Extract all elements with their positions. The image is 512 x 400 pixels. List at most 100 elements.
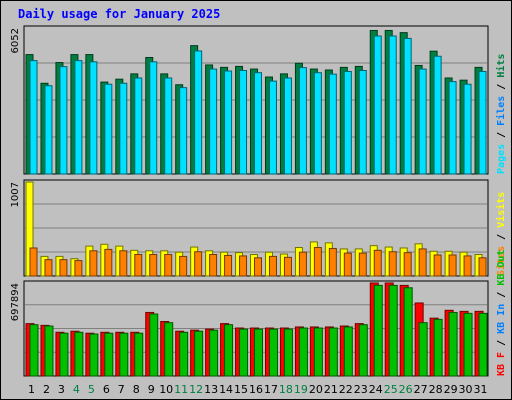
x-tick-label-day-30: 30 [459, 383, 473, 396]
y-max-label: 1007 [10, 182, 21, 207]
bar-sites-day-3 [59, 259, 68, 277]
bar-sites-day-7 [119, 250, 128, 277]
bar-sites-day-6 [104, 248, 113, 277]
bar-pages-day-15 [239, 70, 248, 175]
bar-sites-day-18 [283, 256, 292, 277]
bar-sites-day-13 [209, 254, 218, 277]
bar-sites-day-4 [74, 260, 83, 277]
bar-kb-out-day-1 [29, 324, 39, 377]
y-max-label: 697894 [10, 283, 21, 321]
bar-sites-day-26 [403, 252, 412, 277]
bar-kb-out-day-14 [224, 324, 234, 377]
bar-sites-day-24 [373, 249, 382, 277]
x-tick-label-day-22: 22 [339, 383, 353, 396]
bar-kb-out-day-20 [313, 327, 323, 377]
x-tick-label-day-8: 8 [133, 383, 140, 396]
legend-files: Files [495, 96, 507, 126]
legend-separator: / [496, 286, 507, 304]
x-tick-label-day-12: 12 [189, 383, 203, 396]
legend-kb-f: KB F [496, 352, 507, 376]
bar-kb-out-day-15 [239, 328, 249, 377]
bar-pages-day-1 [29, 60, 38, 175]
bar-pages-day-21 [328, 73, 337, 175]
y-max-label: 6052 [10, 28, 21, 53]
bar-kb-out-day-27 [418, 322, 428, 377]
x-tick-label-day-26: 26 [399, 383, 413, 396]
bar-sites-day-15 [239, 255, 248, 277]
bar-sites-day-2 [44, 259, 53, 277]
legend: KB F / KB In / KB Out [496, 250, 507, 376]
bar-kb-out-day-16 [254, 328, 264, 377]
x-tick-label-day-2: 2 [43, 383, 50, 396]
bar-sites-day-22 [343, 252, 352, 277]
bar-sites-day-11 [179, 255, 188, 277]
legend-separator: / [496, 228, 507, 246]
bar-kb-out-day-18 [283, 328, 293, 377]
bar-sites-day-19 [298, 251, 307, 277]
bar-kb-out-day-30 [463, 312, 473, 377]
bar-sites-day-23 [358, 252, 367, 277]
bar-sites-day-1 [29, 247, 38, 277]
legend-kb-in: KB In [496, 304, 507, 334]
bar-kb-out-day-22 [343, 326, 353, 377]
legend-kb-out: KB Out [496, 250, 507, 286]
legend-sites: Sites [495, 246, 507, 276]
x-tick-label-day-21: 21 [324, 383, 338, 396]
legend-separator: / [496, 78, 507, 96]
bar-sites-day-10 [164, 254, 173, 277]
bar-pages-day-13 [209, 68, 218, 175]
bar-kb-out-day-11 [179, 331, 189, 377]
bar-kb-out-day-17 [268, 328, 278, 377]
bar-pages-day-28 [433, 55, 442, 175]
bar-pages-day-2 [44, 85, 53, 175]
bar-pages-day-22 [343, 70, 352, 175]
x-tick-label-day-18: 18 [279, 383, 293, 396]
bar-pages-day-16 [254, 72, 263, 175]
bar-pages-day-31 [478, 70, 487, 175]
bar-sites-day-16 [254, 257, 263, 277]
bar-pages-day-12 [194, 50, 203, 175]
x-tick-label-day-14: 14 [219, 383, 233, 396]
bar-sites-day-8 [134, 254, 143, 277]
x-tick-label-day-11: 11 [174, 383, 188, 396]
bar-sites-day-9 [149, 254, 158, 277]
x-tick-label-day-10: 10 [159, 383, 173, 396]
bar-kb-out-day-12 [194, 330, 204, 377]
x-tick-label-day-4: 4 [73, 383, 80, 396]
bar-kb-out-day-4 [74, 331, 84, 377]
bar-kb-out-day-3 [59, 332, 69, 377]
bar-kb-out-day-7 [119, 332, 129, 377]
bar-kb-out-day-29 [448, 311, 458, 377]
bar-pages-day-20 [313, 72, 322, 175]
bar-kb-out-day-9 [149, 313, 159, 377]
x-tick-label-day-19: 19 [294, 383, 308, 396]
bar-pages-day-3 [59, 66, 68, 175]
legend-visits: Visits [495, 192, 507, 228]
bar-sites-day-20 [313, 247, 322, 277]
chart-title: Daily usage for January 2025 [18, 7, 221, 21]
bar-kb-out-day-28 [433, 318, 443, 377]
bar-sites-day-12 [194, 251, 203, 277]
bar-pages-day-30 [463, 83, 472, 175]
bar-kb-out-day-5 [89, 333, 99, 377]
bar-pages-day-4 [74, 60, 83, 175]
bar-sites-day-27 [418, 248, 427, 277]
x-tick-label-day-20: 20 [309, 383, 323, 396]
bar-pages-day-29 [448, 81, 457, 175]
bar-sites-day-17 [268, 255, 277, 277]
x-tick-label-day-6: 6 [103, 383, 110, 396]
bar-sites-day-5 [89, 250, 98, 277]
legend-separator: / [496, 334, 507, 352]
bar-kb-out-day-10 [164, 322, 174, 377]
legend: Pages / Files / Hits [495, 54, 507, 174]
bar-kb-out-day-25 [388, 284, 398, 377]
bar-kb-out-day-23 [358, 324, 368, 377]
x-tick-label-day-25: 25 [384, 383, 398, 396]
bar-kb-out-day-6 [104, 332, 114, 377]
bar-sites-day-25 [388, 251, 397, 277]
bar-pages-day-9 [149, 61, 158, 175]
bar-sites-day-21 [328, 247, 337, 277]
bar-kb-out-day-24 [373, 284, 383, 377]
bar-sites-day-30 [463, 255, 472, 277]
